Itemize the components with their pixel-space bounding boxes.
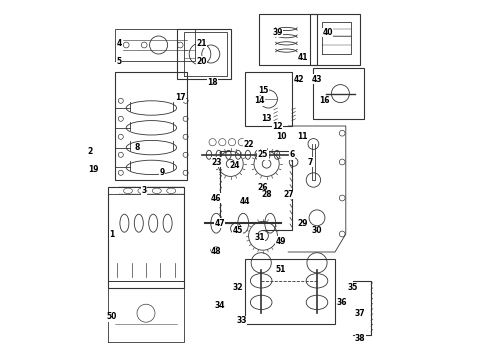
Text: 3: 3 (142, 186, 147, 195)
Text: 28: 28 (261, 190, 272, 199)
Bar (116, 72, 187, 180)
Text: 47: 47 (215, 219, 225, 228)
Text: 13: 13 (261, 114, 272, 123)
Text: 8: 8 (134, 143, 140, 152)
Text: 21: 21 (196, 39, 207, 48)
Text: 6: 6 (289, 150, 294, 159)
Text: 36: 36 (337, 298, 347, 307)
Text: 37: 37 (355, 309, 366, 318)
Text: 4: 4 (117, 39, 122, 48)
Text: 2: 2 (88, 147, 93, 156)
Text: 24: 24 (229, 161, 240, 170)
Text: 30: 30 (312, 226, 322, 235)
Text: 20: 20 (196, 57, 207, 66)
Text: 46: 46 (211, 194, 221, 202)
Text: 40: 40 (322, 28, 333, 37)
Text: 44: 44 (240, 197, 250, 206)
Bar (310, 14, 360, 65)
Text: 26: 26 (258, 183, 268, 192)
Text: 19: 19 (89, 165, 99, 174)
Text: 9: 9 (160, 168, 165, 177)
Text: 50: 50 (107, 312, 117, 321)
Text: 41: 41 (297, 53, 308, 62)
Text: 48: 48 (211, 248, 221, 256)
Text: 29: 29 (297, 219, 308, 228)
Text: 43: 43 (312, 75, 322, 84)
Text: 27: 27 (283, 190, 294, 199)
Text: 12: 12 (272, 122, 283, 131)
Text: 31: 31 (254, 233, 265, 242)
Text: 39: 39 (272, 28, 283, 37)
Text: 34: 34 (215, 302, 225, 310)
Bar (108, 187, 184, 288)
Bar (245, 72, 292, 126)
Text: 51: 51 (276, 266, 286, 275)
Text: 33: 33 (236, 316, 246, 325)
Text: 49: 49 (276, 237, 286, 246)
Text: 35: 35 (348, 284, 358, 292)
Text: 1: 1 (109, 230, 115, 239)
Text: 11: 11 (297, 132, 308, 141)
Text: 23: 23 (211, 158, 221, 166)
Text: 18: 18 (207, 78, 218, 87)
Bar (245, 259, 335, 324)
Text: 42: 42 (294, 75, 304, 84)
Text: 22: 22 (244, 140, 254, 149)
Text: 10: 10 (276, 132, 286, 141)
Text: 17: 17 (175, 93, 186, 102)
Text: 32: 32 (233, 284, 243, 292)
Text: 45: 45 (233, 226, 243, 235)
Text: 5: 5 (117, 57, 122, 66)
Text: 14: 14 (254, 96, 265, 105)
Bar (176, 29, 231, 79)
Bar (314, 68, 364, 119)
Bar (259, 14, 317, 65)
Text: 16: 16 (319, 96, 329, 105)
Text: 15: 15 (258, 86, 268, 95)
Text: 25: 25 (258, 150, 268, 159)
Text: 38: 38 (355, 334, 366, 343)
Text: 7: 7 (307, 158, 313, 166)
